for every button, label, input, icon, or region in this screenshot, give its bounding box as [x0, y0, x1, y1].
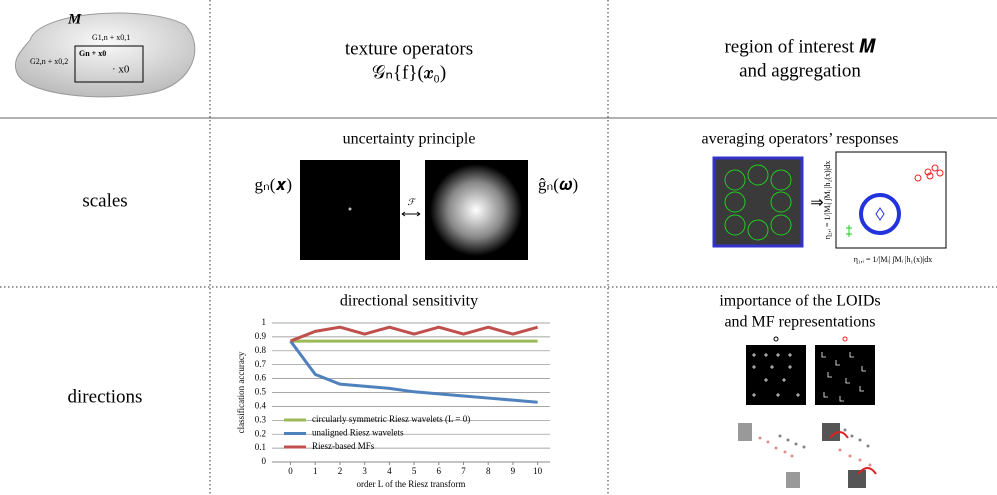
marker	[774, 337, 778, 341]
x-tick-label: 10	[533, 466, 543, 476]
x-tick-label: 4	[387, 466, 392, 476]
y-tick-label: 0.3	[255, 414, 267, 424]
legend-label: unaligned Riesz wavelets	[312, 428, 404, 438]
frequency-glow	[430, 164, 522, 256]
y-tick-label: 1	[262, 317, 267, 327]
x-tick-label: 1	[313, 466, 318, 476]
y-axis-label: classification accuracy	[236, 351, 246, 433]
y-tick-label: 0.1	[255, 442, 266, 452]
marker	[843, 337, 847, 341]
implies-arrow: ⇒	[810, 195, 823, 212]
x-tick-label: 6	[437, 466, 442, 476]
panel-title: averaging operators’ responses	[702, 131, 899, 148]
diagram-label: · x0	[112, 64, 130, 76]
panel-title: uncertainty principle	[343, 131, 476, 148]
row-label: directions	[68, 386, 143, 407]
feature-ylabel: η₂,ᵢ = 1/|Mᵢ| ∫Mᵢ |h₂(x)|dx	[823, 161, 832, 240]
region-label: M	[67, 11, 82, 27]
legend-label: circularly symmetric Riesz wavelets (L =…	[312, 414, 470, 424]
x-tick-label: 9	[511, 466, 516, 476]
texture-image	[714, 158, 802, 246]
y-tick-label: 0	[262, 456, 267, 466]
x-axis-label: order L of the Riesz transform	[357, 479, 466, 489]
diagram-label: Gn + x0	[79, 49, 106, 58]
x-tick-label: 7	[461, 466, 466, 476]
y-tick-label: 0.4	[255, 400, 267, 410]
page: body { margin: 0; background: #fff; font…	[0, 0, 997, 495]
panel-title: importance of the LOIDs	[719, 293, 880, 310]
x-tick-label: 5	[412, 466, 417, 476]
y-tick-label: 0.2	[255, 428, 266, 438]
x-tick-label: 0	[288, 466, 293, 476]
feature-xlabel: η₁,ᵢ = 1/|Mᵢ| ∫Mᵢ |h₁(x)|dx	[854, 255, 933, 264]
transform-label: ℱ	[407, 197, 416, 207]
double-arrow	[402, 212, 420, 216]
figure: M G1,n + x0,1 G2,n + x0,2 Gn + x0 · x0 t…	[0, 0, 997, 495]
spatial-dot	[349, 208, 352, 211]
row-label: scales	[82, 190, 127, 211]
y-tick-label: 0.8	[255, 345, 267, 355]
panel-title: and MF representations	[724, 314, 875, 331]
x-tick-label: 2	[338, 466, 343, 476]
column-title: and aggregation	[739, 60, 861, 81]
loid-image	[746, 345, 806, 405]
freq-label: ĝₙ(𝝎)	[538, 175, 578, 194]
column-formula: 𝒢ₙ{f}(𝒙₀)	[372, 62, 446, 83]
body: {"header": { "diagram": {"region": "M", …	[0, 0, 997, 495]
y-tick-label: 0.5	[255, 387, 267, 397]
y-tick-label: 0.9	[255, 331, 267, 341]
diagram-label: G1,n + x0,1	[92, 33, 130, 42]
space-label: gₙ(𝒙)	[254, 175, 292, 194]
x-tick-label: 8	[486, 466, 491, 476]
series-line	[291, 327, 538, 341]
scatter-thumbnails	[738, 423, 876, 488]
series-line	[291, 341, 538, 402]
diagram-label: G2,n + x0,2	[30, 57, 68, 66]
x-tick-label: 3	[362, 466, 367, 476]
column-title: region of interest 𝑴	[724, 36, 876, 57]
y-tick-label: 0.6	[255, 373, 267, 383]
legend-label: Riesz-based MFs	[312, 441, 375, 451]
y-tick-label: 0.7	[255, 359, 267, 369]
column-title: texture operators	[345, 38, 473, 59]
panel-title: directional sensitivity	[340, 293, 478, 310]
